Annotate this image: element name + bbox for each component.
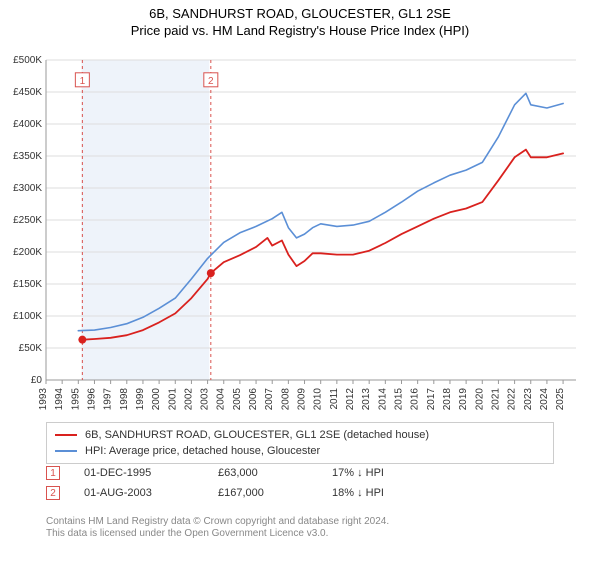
svg-text:£300K: £300K — [13, 183, 42, 194]
chart-subtitle: Price paid vs. HM Land Registry's House … — [0, 23, 600, 38]
svg-text:£350K: £350K — [13, 151, 42, 162]
svg-text:2001: 2001 — [167, 388, 178, 410]
license-text: Contains HM Land Registry data © Crown c… — [46, 516, 554, 540]
svg-text:1997: 1997 — [103, 388, 114, 410]
marker-row: 1 01-DEC-1995 £63,000 17% ↓ HPI — [46, 466, 554, 480]
marker-pct: 18% ↓ HPI — [332, 487, 384, 499]
svg-text:2: 2 — [208, 76, 214, 87]
svg-text:2007: 2007 — [264, 388, 275, 410]
svg-text:2023: 2023 — [523, 388, 534, 410]
svg-text:£150K: £150K — [13, 279, 42, 290]
svg-text:1: 1 — [80, 76, 86, 87]
svg-text:2019: 2019 — [458, 388, 469, 410]
marker-pct: 17% ↓ HPI — [332, 467, 384, 479]
chart-title: 6B, SANDHURST ROAD, GLOUCESTER, GL1 2SE — [0, 6, 600, 21]
legend-label: HPI: Average price, detached house, Glou… — [85, 443, 320, 459]
svg-text:2014: 2014 — [377, 388, 388, 410]
svg-text:2000: 2000 — [151, 388, 162, 410]
svg-text:£100K: £100K — [13, 311, 42, 322]
svg-text:2025: 2025 — [555, 388, 566, 410]
chart-container: 6B, SANDHURST ROAD, GLOUCESTER, GL1 2SE … — [0, 6, 600, 566]
svg-text:£200K: £200K — [13, 247, 42, 258]
svg-text:2018: 2018 — [442, 388, 453, 410]
svg-text:2024: 2024 — [539, 388, 550, 410]
svg-text:2016: 2016 — [410, 388, 421, 410]
marker-date: 01-DEC-1995 — [84, 467, 194, 479]
legend-item: 6B, SANDHURST ROAD, GLOUCESTER, GL1 2SE … — [55, 427, 545, 443]
svg-text:2008: 2008 — [280, 388, 291, 410]
svg-text:£500K: £500K — [13, 55, 42, 66]
svg-text:2009: 2009 — [297, 388, 308, 410]
svg-text:£50K: £50K — [19, 343, 43, 354]
svg-text:2005: 2005 — [232, 388, 243, 410]
svg-text:2017: 2017 — [426, 388, 437, 410]
chart-svg: £0 £50K £100K £150K £200K £250K £300K £350K £400… — [0, 50, 600, 410]
svg-text:2013: 2013 — [361, 388, 372, 410]
marker-badge: 1 — [46, 466, 60, 480]
legend-label: 6B, SANDHURST ROAD, GLOUCESTER, GL1 2SE … — [85, 427, 429, 443]
chart-area: £0 £50K £100K £150K £200K £250K £300K £350K £400… — [0, 50, 600, 410]
svg-text:1999: 1999 — [135, 388, 146, 410]
svg-text:1996: 1996 — [86, 388, 97, 410]
svg-text:2012: 2012 — [345, 388, 356, 410]
svg-text:£250K: £250K — [13, 215, 42, 226]
legend-swatch — [55, 434, 77, 436]
license-line-2: This data is licensed under the Open Gov… — [46, 528, 328, 539]
license-line-1: Contains HM Land Registry data © Crown c… — [46, 516, 389, 527]
svg-text:2022: 2022 — [507, 388, 518, 410]
legend-swatch — [55, 450, 77, 452]
marker-table: 1 01-DEC-1995 £63,000 17% ↓ HPI 2 01-AUG-2003… — [46, 466, 554, 506]
svg-text:1998: 1998 — [119, 388, 130, 410]
marker-price: £167,000 — [218, 487, 308, 499]
svg-text:£450K: £450K — [13, 87, 42, 98]
legend-item: HPI: Average price, detached house, Glou… — [55, 443, 545, 459]
svg-text:2010: 2010 — [313, 388, 324, 410]
svg-text:1993: 1993 — [38, 388, 49, 410]
svg-text:2002: 2002 — [183, 388, 194, 410]
svg-text:2021: 2021 — [490, 388, 501, 410]
marker-badge: 2 — [46, 486, 60, 500]
marker-price: £63,000 — [218, 467, 308, 479]
svg-text:£0: £0 — [31, 375, 43, 386]
marker-date: 01-AUG-2003 — [84, 487, 194, 499]
svg-text:2020: 2020 — [474, 388, 485, 410]
svg-text:2003: 2003 — [200, 388, 211, 410]
legend-box: 6B, SANDHURST ROAD, GLOUCESTER, GL1 2SE … — [46, 422, 554, 464]
svg-text:1994: 1994 — [54, 388, 65, 410]
svg-text:£400K: £400K — [13, 119, 42, 130]
svg-text:1995: 1995 — [70, 388, 81, 410]
svg-text:2004: 2004 — [216, 388, 227, 410]
svg-text:2011: 2011 — [329, 388, 340, 410]
svg-text:2015: 2015 — [393, 388, 404, 410]
marker-row: 2 01-AUG-2003 £167,000 18% ↓ HPI — [46, 486, 554, 500]
svg-text:2006: 2006 — [248, 388, 259, 410]
